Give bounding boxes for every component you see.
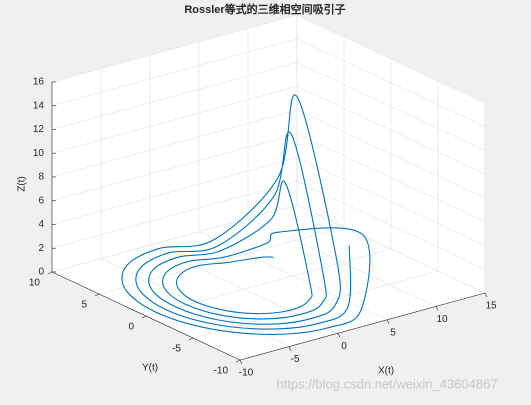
z-tick-label: 6 [38,195,44,206]
x-tick [288,346,292,351]
y-tick [141,315,147,319]
grid-line [51,14,298,83]
grid-line [51,38,298,107]
x-axis-label: X(t) [378,366,394,377]
z-tick-label: 16 [33,77,45,88]
y-tick-label: -10 [214,366,229,377]
z-tick-label: 0 [38,267,44,278]
y-tick [235,359,241,363]
grid-line [296,38,486,128]
x-tick [239,359,243,365]
grid-line [51,85,298,154]
grid-line [51,180,298,249]
grid-line [296,180,486,270]
grid-line [296,109,486,199]
x-tick-label: -10 [239,368,254,379]
grid-line [296,62,486,151]
x-tick [435,306,439,311]
y-axis-label: Y(t) [142,363,158,374]
z-tick-label: 4 [38,219,44,230]
chart-title: Rossler等式的三维相空间吸引子 [184,2,345,16]
y-tick-label: 0 [128,322,134,333]
y-tick-label: -5 [172,344,181,355]
y-tick [47,271,53,275]
trajectory [121,94,371,335]
watermark: https://blog.csdn.net/weixin_43604867 [276,376,497,391]
grid-line [51,62,298,130]
x-tick [337,333,341,338]
grid-line [51,133,298,202]
z-tick-label: 14 [33,100,45,111]
x-tick [386,319,390,324]
y-tick [94,293,100,297]
z-tick-label: 8 [38,172,44,183]
grid-line [296,157,486,246]
x-axis-line [239,292,486,361]
x-tick-label: 10 [436,314,448,325]
y-tick [188,337,194,341]
x-tick-label: -5 [291,354,300,365]
grid-line [296,85,486,175]
x-tick [484,292,488,298]
z-tick-label: 10 [33,148,45,159]
z-tick-label: 12 [33,124,45,135]
x-tick-label: 0 [341,341,347,352]
grid-line [51,204,298,273]
z-tick-label: 2 [38,243,44,254]
grid-line [98,226,345,295]
y-tick-label: 5 [81,300,87,311]
z-axis-label: Z(t) [17,176,28,192]
grid-line [51,157,298,225]
grid-line [51,109,298,178]
grid-line [296,133,486,223]
grid-line [296,14,486,104]
x-tick-label: 5 [390,327,396,338]
y-tick-label: 10 [29,278,41,289]
x-tick-label: 15 [485,301,497,312]
